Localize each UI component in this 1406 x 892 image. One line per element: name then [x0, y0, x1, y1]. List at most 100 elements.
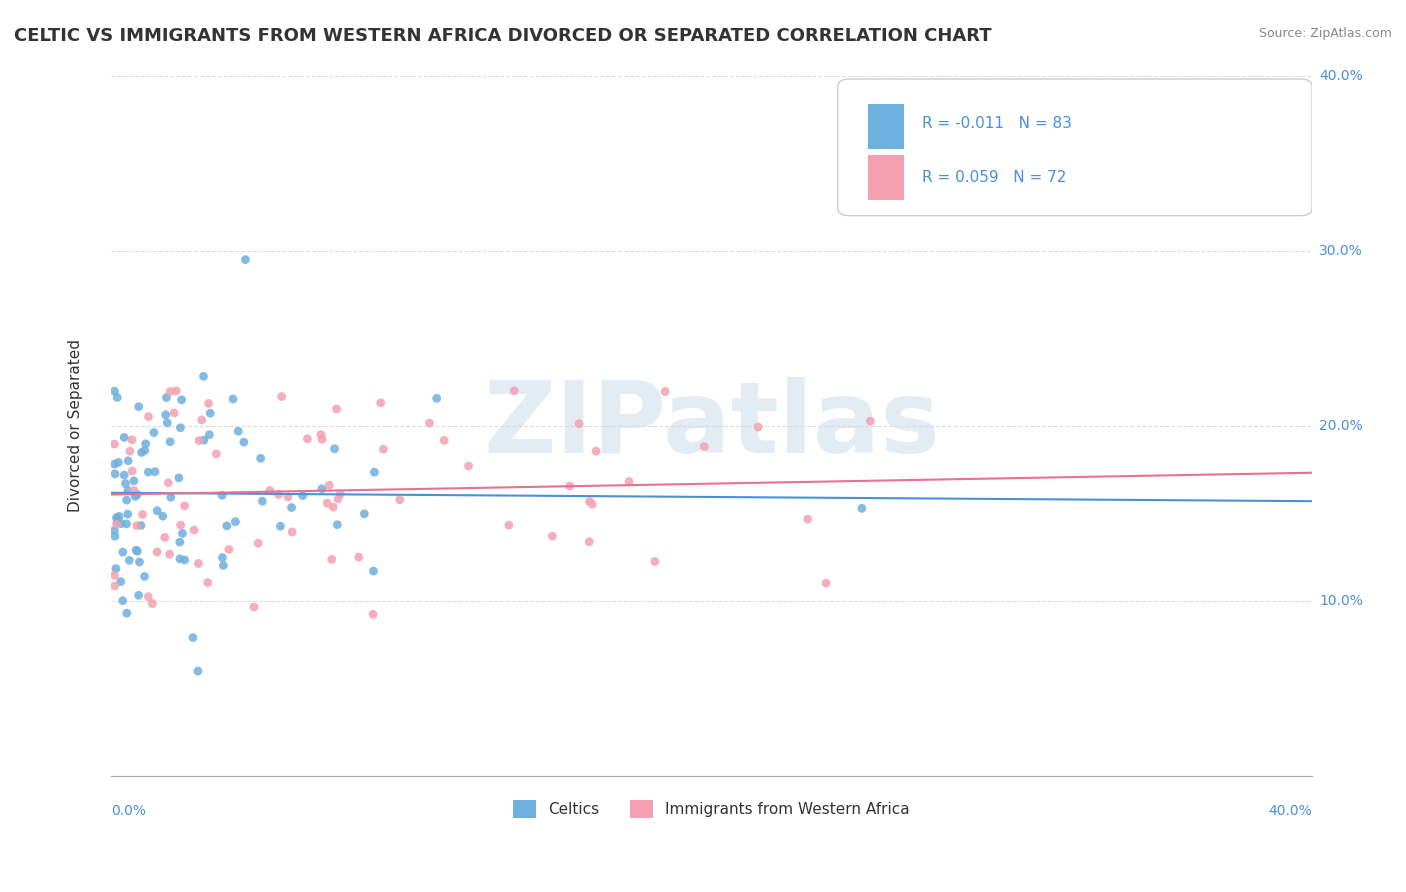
Point	[136, 590, 159, 604]
Point	[747, 420, 769, 434]
Point	[173, 499, 195, 513]
Point	[153, 531, 176, 545]
Text: R = 0.059   N = 72: R = 0.059 N = 72	[922, 169, 1066, 185]
Point	[128, 555, 150, 569]
Legend: Celtics, Immigrants from Western Africa: Celtics, Immigrants from Western Africa	[508, 794, 917, 824]
Point	[105, 515, 128, 529]
Point	[103, 384, 125, 398]
Point	[104, 561, 127, 575]
Point	[111, 545, 134, 559]
Point	[311, 482, 333, 496]
Point	[169, 552, 191, 566]
Point	[127, 544, 149, 558]
Point	[281, 524, 304, 539]
Point	[277, 490, 299, 504]
Text: ZIPatlas: ZIPatlas	[484, 377, 941, 475]
Point	[152, 509, 174, 524]
Text: 40.0%: 40.0%	[1268, 804, 1312, 818]
Point	[205, 447, 228, 461]
Point	[104, 529, 127, 543]
Point	[309, 427, 332, 442]
Point	[568, 417, 591, 431]
Point	[124, 490, 146, 504]
Text: 20.0%: 20.0%	[1319, 419, 1362, 433]
Point	[418, 416, 440, 430]
Point	[814, 576, 837, 591]
Point	[103, 568, 125, 582]
Point	[326, 517, 349, 532]
Point	[232, 435, 254, 450]
Point	[157, 475, 180, 490]
Point	[503, 384, 526, 398]
Point	[155, 391, 177, 405]
Point	[122, 474, 145, 488]
Point	[859, 414, 882, 428]
Text: CELTIC VS IMMIGRANTS FROM WESTERN AFRICA DIVORCED OR SEPARATED CORRELATION CHART: CELTIC VS IMMIGRANTS FROM WESTERN AFRICA…	[14, 27, 991, 45]
Point	[121, 464, 143, 478]
Point	[200, 406, 222, 420]
Point	[226, 424, 249, 438]
Point	[235, 252, 257, 267]
Point	[104, 579, 127, 593]
Point	[112, 430, 135, 444]
Point	[581, 497, 603, 511]
Point	[103, 457, 125, 471]
Point	[183, 523, 205, 537]
Point	[321, 552, 343, 566]
Point	[117, 454, 139, 468]
Point	[323, 442, 346, 456]
Point	[118, 553, 141, 567]
Point	[247, 536, 270, 550]
Point	[851, 501, 873, 516]
Point	[117, 483, 139, 498]
Point	[128, 400, 150, 414]
Point	[325, 402, 347, 417]
Point	[269, 519, 291, 533]
Point	[167, 471, 190, 485]
Point	[190, 413, 212, 427]
Point	[138, 409, 160, 424]
Text: 0.0%: 0.0%	[111, 804, 146, 818]
Point	[125, 543, 148, 558]
Point	[197, 396, 219, 410]
Point	[104, 467, 127, 481]
Point	[291, 489, 314, 503]
Point	[193, 433, 215, 447]
Point	[159, 547, 181, 561]
Point	[105, 391, 128, 405]
Point	[108, 509, 131, 524]
Point	[131, 508, 153, 522]
Text: Divorced or Separated: Divorced or Separated	[67, 339, 83, 512]
Text: 10.0%: 10.0%	[1319, 594, 1362, 608]
Point	[165, 384, 187, 398]
Point	[134, 569, 156, 583]
Point	[270, 390, 292, 404]
Point	[316, 496, 339, 510]
Point	[243, 599, 266, 614]
Point	[121, 433, 143, 447]
Point	[322, 500, 344, 514]
Point	[498, 518, 520, 533]
Point	[558, 479, 581, 493]
Text: R = -0.011   N = 83: R = -0.011 N = 83	[922, 116, 1071, 130]
Point	[211, 550, 233, 565]
Point	[135, 437, 157, 451]
Point	[128, 588, 150, 602]
Point	[541, 529, 564, 543]
Point	[125, 518, 148, 533]
Point	[363, 465, 385, 479]
Point	[193, 369, 215, 384]
Point	[373, 442, 395, 457]
Point	[115, 606, 138, 620]
Point	[644, 554, 666, 568]
FancyBboxPatch shape	[838, 79, 1312, 216]
Point	[173, 553, 195, 567]
Point	[796, 512, 818, 526]
Point	[215, 518, 238, 533]
Text: 30.0%: 30.0%	[1319, 244, 1362, 258]
Point	[163, 406, 186, 420]
Point	[433, 434, 456, 448]
Point	[457, 458, 479, 473]
Point	[159, 490, 181, 504]
Point	[169, 535, 191, 549]
